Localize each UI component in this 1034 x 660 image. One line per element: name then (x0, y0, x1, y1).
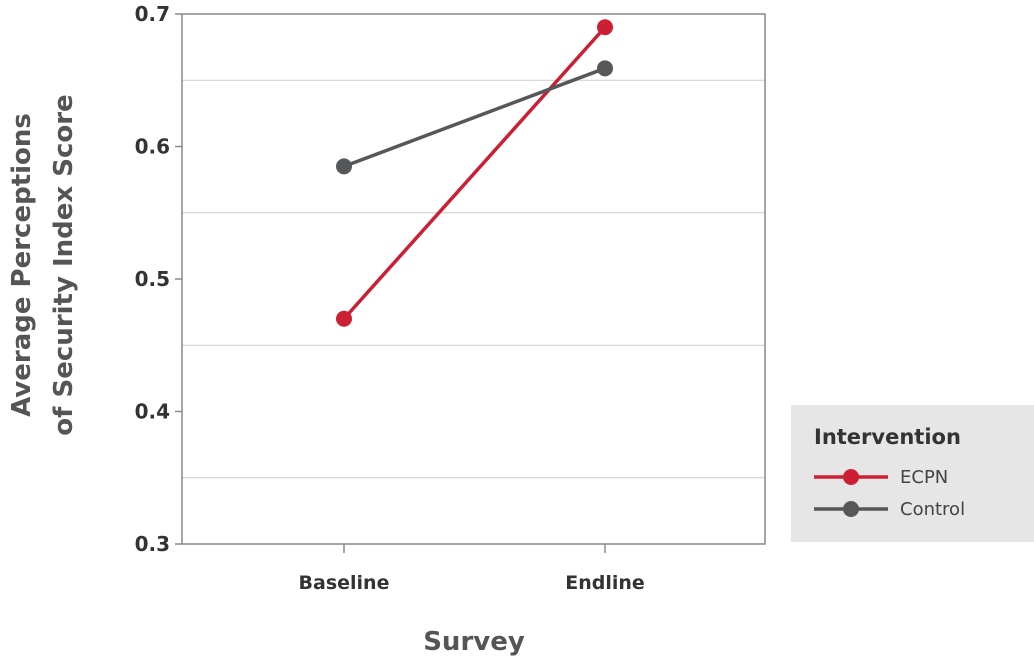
x-tick-label: Endline (565, 572, 645, 594)
x-tick-label: Baseline (299, 572, 390, 594)
data-point (597, 60, 613, 77)
y-axis-title-line-2: of Security Index Score (49, 94, 79, 435)
legend-title: Intervention (814, 425, 961, 449)
x-axis-title: Survey (423, 627, 525, 657)
y-axis: 0.3 0.4 0.5 0.6 0.7 (135, 2, 182, 556)
series-ecpn (336, 19, 613, 327)
y-axis-title-line-1: Average Perceptions (7, 113, 37, 417)
legend-swatch-marker (843, 501, 859, 517)
series-line (343, 66, 606, 169)
legend: Intervention ECPN Control (791, 405, 1034, 542)
legend-label: Control (900, 499, 965, 520)
plot-background (182, 14, 765, 544)
legend-item: ECPN (814, 467, 948, 488)
gridlines (182, 79, 765, 479)
x-axis: Baseline Endline (299, 544, 645, 594)
series-control (336, 60, 613, 175)
data-point (336, 158, 352, 175)
y-tick-label: 0.3 (135, 532, 170, 556)
series-layer (336, 19, 613, 327)
y-tick-label: 0.7 (135, 2, 170, 26)
y-tick-label: 0.4 (135, 400, 170, 424)
y-tick-label: 0.5 (135, 267, 170, 291)
series-line (342, 26, 607, 320)
y-tick-label: 0.6 (135, 135, 170, 159)
legend-background (791, 405, 1034, 542)
legend-items: ECPN Control (814, 467, 965, 520)
legend-swatch-marker (843, 469, 859, 485)
legend-item: Control (814, 499, 965, 520)
data-point (597, 19, 613, 36)
legend-label: ECPN (900, 467, 948, 488)
data-point (336, 310, 352, 327)
